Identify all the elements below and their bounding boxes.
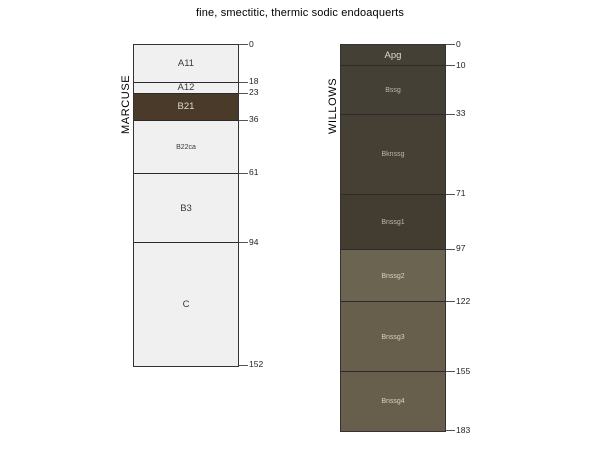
horizon-label-b22ca: B22ca [176,143,196,151]
depth-tick-label: 61 [249,167,259,178]
depth-tick [446,193,455,195]
horizon-label-bnssg4: Bnssg4 [381,398,405,406]
horizon-label-bknssg: Bknssg [381,151,405,159]
horizon-b22ca[interactable]: B22ca [134,120,238,174]
horizon-bnssg1[interactable]: Bnssg1 [341,194,445,250]
depth-tick [239,364,248,366]
depth-tick [239,44,248,45]
depth-tick-label: 155 [456,365,471,376]
horizon-label-a11: A11 [177,57,195,69]
horizon-bssg[interactable]: Bssg [341,66,445,115]
depth-tick-label: 0 [456,38,461,49]
horizon-label-apg: Apg [384,49,402,61]
profile-axis-label-marcuse: MARCUSE [120,74,132,134]
horizon-bknssg[interactable]: Bknssg [341,114,445,195]
horizon-a11[interactable]: A11 [134,45,238,83]
page-title: fine, smectitic, thermic sodic endoaquer… [195,7,405,19]
depth-tick-label: 33 [456,108,466,119]
depth-tick-label: 23 [249,87,259,98]
depth-tick [446,430,455,432]
depth-tick-label: 94 [249,236,259,247]
depth-tick-label: 71 [456,188,466,199]
depth-tick [446,301,455,303]
horizon-label-b3: B3 [180,202,192,214]
depth-tick [239,172,248,174]
profile-column-willows[interactable]: Apg Bssg Bknssg Bnssg1 Bnssg2 Bnssg3 Bnssg4 [340,44,446,433]
horizon-label-bssg: Bssg [385,86,401,94]
horizon-b21[interactable]: B21 [134,93,238,121]
horizon-label-bnssg2: Bnssg2 [381,272,405,280]
horizon-label-bnssg3: Bnssg3 [381,333,405,341]
horizon-b3[interactable]: B3 [134,173,238,244]
horizon-label-c: C [182,298,190,310]
horizon-apg[interactable]: Apg [341,45,445,67]
horizon-label-b21: B21 [177,101,195,113]
depth-tick-label: 0 [249,38,254,49]
profile-axis-label-willows: WILLOWS [327,77,339,134]
depth-tick-label: 18 [249,76,259,87]
horizon-bnssg3[interactable]: Bnssg3 [341,302,445,373]
horizon-label-bnssg1: Bnssg1 [381,218,405,226]
depth-tick [446,113,455,115]
depth-tick-label: 36 [249,114,259,125]
depth-tick-label: 97 [456,243,466,254]
horizon-bnssg2[interactable]: Bnssg2 [341,249,445,303]
profile-column-marcuse[interactable]: A11 A12 B21 B22ca B3 C [133,44,239,367]
depth-tick [239,81,248,83]
depth-tick [446,248,455,250]
horizon-a12[interactable]: A12 [134,82,238,94]
depth-tick-label: 183 [456,424,471,435]
depth-tick-label: 122 [456,295,471,306]
depth-tick-label: 152 [249,359,264,370]
depth-tick [239,242,248,244]
depth-tick [239,119,248,121]
depth-tick [446,65,455,67]
depth-tick-label: 10 [456,59,466,70]
horizon-bnssg4[interactable]: Bnssg4 [341,372,445,432]
horizon-c[interactable]: C [134,243,238,366]
depth-tick [239,92,248,94]
depth-tick [446,44,455,45]
horizon-label-a12: A12 [177,82,195,94]
depth-tick [446,371,455,373]
